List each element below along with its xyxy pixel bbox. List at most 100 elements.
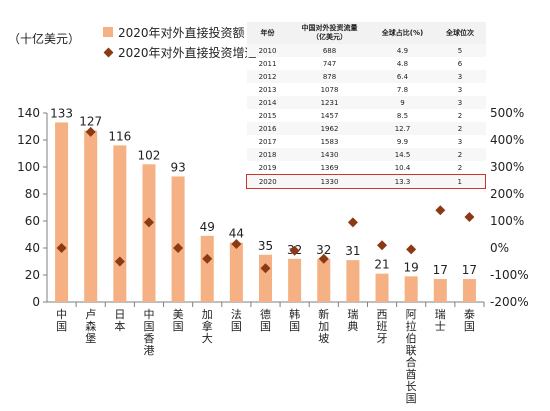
x-tick-label: 美国 [173, 308, 184, 333]
table-cell: 1583 [320, 137, 339, 146]
table-cell: 1330 [288, 174, 371, 189]
table-cell: 13.3 [370, 174, 435, 189]
table-header-rank: 全球位次 [446, 28, 474, 37]
table-cell: 4.8 [396, 59, 409, 68]
growth-marker [377, 240, 388, 251]
table-cell: 3 [457, 72, 463, 81]
table-row: 2011 747 4.8 6 [247, 57, 486, 70]
table-cell: 6.4 [396, 72, 409, 81]
bar [288, 258, 302, 302]
bar-value-label: 102 [138, 148, 161, 162]
table-row: 2017 1583 9.9 3 [247, 135, 486, 148]
bar-value-label: 35 [258, 239, 273, 253]
table-row: 2013 1078 7.8 3 [247, 83, 486, 96]
y-left-tick-label: 40 [25, 241, 40, 255]
x-tick-label: 泰国 [464, 307, 475, 333]
table-cell: 12.7 [394, 124, 411, 133]
x-tick-label: 新加坡 [318, 307, 329, 345]
x-tick-label: 瑞士 [435, 307, 446, 333]
table-cell: 1962 [320, 124, 339, 133]
growth-marker [114, 256, 125, 267]
outward-fdi-table: 年份 中国对外投资流量 （亿美元） 全球占比(%) 全球位次 2010 688 4.… [246, 22, 486, 189]
y-right-tick-label: 100% [490, 214, 524, 228]
bar [142, 164, 156, 302]
table-row: 2012 878 6.4 3 [246, 70, 486, 83]
table-cell: 688 [322, 46, 337, 55]
table-cell: 2017 [258, 137, 277, 146]
table-header-share: 全球占比(%) [381, 28, 424, 37]
bar-value-label: 133 [50, 106, 73, 120]
table-cell: 1078 [320, 85, 339, 94]
growth-marker [202, 253, 213, 264]
table-cell: 1231 [320, 98, 339, 107]
y-left-tick-label: 0 [32, 295, 40, 309]
bar-value-label: 17 [462, 263, 477, 277]
table-cell: 3 [457, 85, 463, 94]
table-row: 2018 1430 14.5 2 [246, 148, 486, 161]
growth-marker [143, 217, 154, 228]
table-cell: 2013 [258, 85, 277, 94]
table-cell: 2011 [258, 59, 277, 68]
growth-marker [318, 253, 329, 264]
table-cell: 1430 [320, 150, 339, 159]
table-cell: 1457 [320, 111, 339, 120]
legend-item-bar: 2020年对外直接投资额 [103, 22, 257, 42]
table-cell: 10.4 [394, 163, 411, 172]
growth-marker [231, 238, 242, 249]
legend-swatch-bar [103, 27, 113, 37]
bar-value-label: 93 [170, 160, 185, 174]
table-cell: 1369 [320, 163, 339, 172]
bar [229, 242, 243, 302]
table-cell: 2 [457, 163, 463, 172]
y-right-tick-label: -200% [490, 295, 529, 309]
unit-label: （十亿美元） [8, 32, 81, 46]
bar-value-label: 17 [433, 263, 448, 277]
bar [462, 279, 476, 302]
y-right-tick-label: 0% [490, 241, 509, 255]
bar-value-label: 31 [345, 244, 360, 258]
table-cell: 2020 [246, 174, 289, 189]
bar [259, 254, 272, 302]
y-left-tick-label: 100 [17, 160, 40, 174]
x-tick-label: 日本 [114, 308, 125, 333]
table-row: 2010 688 4.9 5 [246, 44, 486, 57]
x-tick-label: 瑞典 [347, 307, 358, 333]
bar-value-label: 44 [229, 227, 244, 241]
table-row: 2016 1962 12.7 2 [246, 122, 486, 135]
bar [200, 235, 214, 302]
bar [171, 176, 185, 302]
bar-value-label: 116 [108, 129, 131, 143]
y-right-tick-label: 500% [490, 106, 524, 120]
table-cell: 2 [457, 111, 463, 120]
table-cell: 2019 [258, 163, 277, 172]
legend-label-diamond: 2020年对外直接投资增速 [118, 45, 257, 60]
table-cell: 2016 [258, 124, 277, 133]
table-cell: 2012 [258, 72, 277, 81]
table-cell: 4.9 [396, 46, 409, 55]
x-tick-label: 中国 [56, 308, 67, 333]
bar-value-label: 32 [316, 243, 331, 257]
table-header-row: 年份 中国对外投资流量 （亿美元） 全球占比(%) 全球位次 [246, 22, 486, 44]
bar [375, 273, 389, 302]
y-left-tick-label: 60 [25, 214, 40, 228]
x-tick-label: 德国 [260, 307, 271, 333]
growth-marker [464, 211, 475, 222]
table-row: 2014 1231 9 3 [246, 96, 486, 109]
table-header-year: 年份 [260, 28, 275, 37]
table-cell: 2 [457, 150, 463, 159]
y-right-tick-label: 200% [490, 187, 524, 201]
growth-marker [85, 126, 96, 137]
y-left-tick-label: 80 [25, 187, 40, 201]
growth-marker [406, 244, 417, 255]
legend-item-diamond: 2020年对外直接投资增速 [103, 42, 257, 62]
x-tick-label: 卢森堡 [85, 308, 96, 345]
y-right-tick-label: 400% [490, 133, 524, 147]
growth-marker [347, 217, 358, 228]
table-cell: 9 [400, 98, 405, 107]
table-cell: 2018 [258, 150, 277, 159]
table-body: 2010 688 4.9 5 2011 747 4.8 6 2012 878 6.4 3 2013 107… [246, 44, 486, 189]
y-left-tick-label: 140 [17, 106, 40, 120]
legend-swatch-diamond [103, 47, 114, 57]
bar [113, 145, 127, 302]
